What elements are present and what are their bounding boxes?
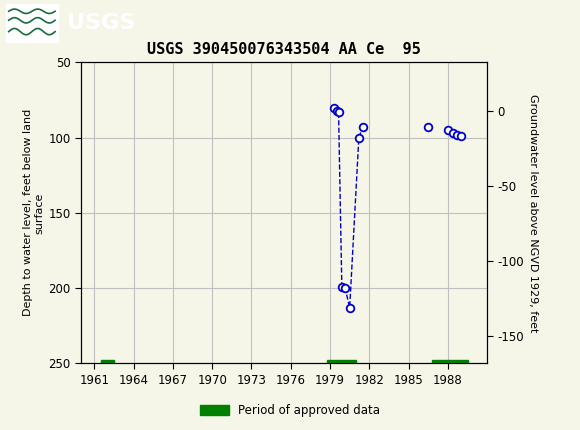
Text: USGS: USGS bbox=[67, 12, 135, 33]
Legend: Period of approved data: Period of approved data bbox=[195, 399, 385, 422]
Y-axis label: Groundwater level above NGVD 1929, feet: Groundwater level above NGVD 1929, feet bbox=[528, 94, 538, 332]
Bar bbox=[6, 3, 58, 42]
Y-axis label: Depth to water level, feet below land
surface: Depth to water level, feet below land su… bbox=[23, 109, 44, 316]
Title: USGS 390450076343504 AA Ce  95: USGS 390450076343504 AA Ce 95 bbox=[147, 42, 421, 57]
Bar bbox=[432, 360, 467, 368]
Bar bbox=[328, 360, 356, 368]
Bar bbox=[101, 360, 114, 368]
